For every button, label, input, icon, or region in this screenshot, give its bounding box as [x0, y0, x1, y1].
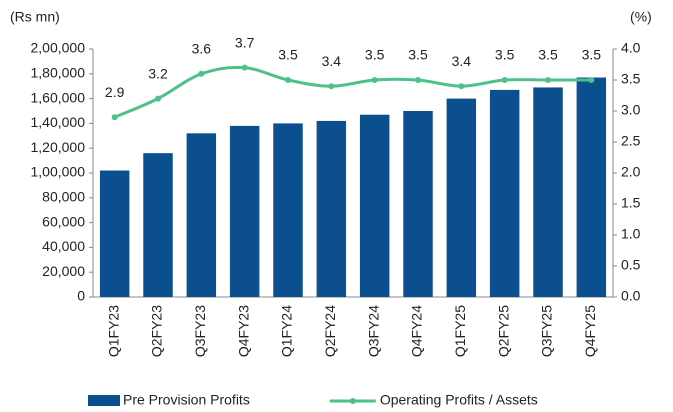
bar	[273, 123, 303, 298]
x-tick-label: Q1FY23	[105, 305, 121, 357]
y2-tick-label: 1.5	[621, 195, 641, 211]
marker	[111, 114, 118, 121]
marker	[198, 70, 205, 77]
marker	[241, 64, 248, 71]
x-tick-label: Q3FY24	[365, 305, 381, 357]
bar	[143, 153, 173, 297]
x-tick-label: Q2FY24	[322, 305, 338, 357]
data-label: 3.5	[408, 47, 428, 63]
y2-tick-label: 0.5	[621, 257, 641, 273]
x-tick-label: Q3FY23	[192, 305, 208, 357]
data-label: 3.7	[235, 34, 255, 50]
data-label: 3.5	[495, 47, 515, 63]
x-tick-label: Q1FY25	[452, 305, 468, 357]
x-tick-label: Q4FY25	[582, 305, 598, 357]
bar	[533, 87, 563, 297]
data-label: 3.4	[322, 53, 342, 69]
y2-tick-label: 3.5	[621, 71, 641, 87]
y-tick-label: 0	[77, 288, 85, 304]
bar	[359, 114, 390, 297]
x-tick-label: Q4FY23	[235, 305, 251, 357]
data-label: 3.5	[278, 47, 298, 63]
y-tick-label: 20,000	[42, 263, 85, 279]
marker	[155, 95, 161, 102]
y-tick-label: 1,20,000	[31, 139, 86, 155]
y-tick-label: 2,00,000	[31, 40, 86, 56]
x-tick-label: Q4FY24	[409, 305, 425, 357]
bar	[99, 170, 130, 297]
x-tick-label: Q2FY25	[495, 305, 511, 357]
y-axis-label: (Rs mn)	[10, 9, 60, 25]
legend-swatch	[88, 395, 120, 406]
y-tick-label: 1,40,000	[31, 114, 86, 130]
y-tick-label: 40,000	[42, 238, 85, 254]
marker	[328, 83, 335, 90]
data-label: 2.9	[105, 84, 125, 100]
bar	[403, 111, 433, 297]
y2-tick-label: 1.0	[621, 226, 641, 242]
data-label: 3.5	[582, 47, 602, 63]
y2-tick-label: 4.0	[621, 40, 641, 56]
y-tick-label: 80,000	[42, 189, 85, 205]
data-label: 3.2	[148, 65, 168, 81]
bar	[446, 98, 477, 297]
x-tick-label: Q1FY24	[279, 305, 295, 357]
legend-label: Pre Provision Profits	[123, 392, 250, 408]
marker	[371, 77, 378, 83]
bar	[576, 77, 607, 298]
line	[114, 65, 592, 119]
data-label: 3.5	[365, 47, 385, 63]
bar	[229, 125, 260, 297]
y2-tick-label: 2.5	[621, 133, 641, 149]
marker	[545, 77, 551, 83]
y2-axis-label: (%)	[630, 9, 652, 25]
y2-tick-label: 0.0	[621, 288, 641, 304]
y-tick-label: 1,60,000	[31, 89, 86, 105]
legend-swatch	[349, 398, 356, 404]
marker	[588, 77, 595, 83]
x-tick-label: Q3FY25	[539, 305, 555, 357]
data-label: 3.5	[538, 47, 558, 63]
bar	[186, 133, 217, 297]
data-label: 3.6	[192, 41, 212, 57]
marker	[501, 77, 508, 83]
y-tick-label: 1,00,000	[31, 164, 86, 180]
bar	[489, 89, 520, 297]
marker	[415, 77, 421, 83]
y-tick-label: 60,000	[42, 213, 85, 229]
marker	[285, 77, 291, 83]
data-label: 3.4	[452, 53, 472, 69]
legend-label: Operating Profits / Assets	[380, 392, 538, 408]
y2-tick-label: 2.0	[621, 164, 641, 180]
y-tick-label: 1,80,000	[31, 65, 86, 81]
x-tick-label: Q2FY23	[149, 305, 165, 357]
y2-tick-label: 3.0	[621, 102, 641, 118]
bar	[316, 120, 347, 297]
marker	[458, 83, 465, 90]
